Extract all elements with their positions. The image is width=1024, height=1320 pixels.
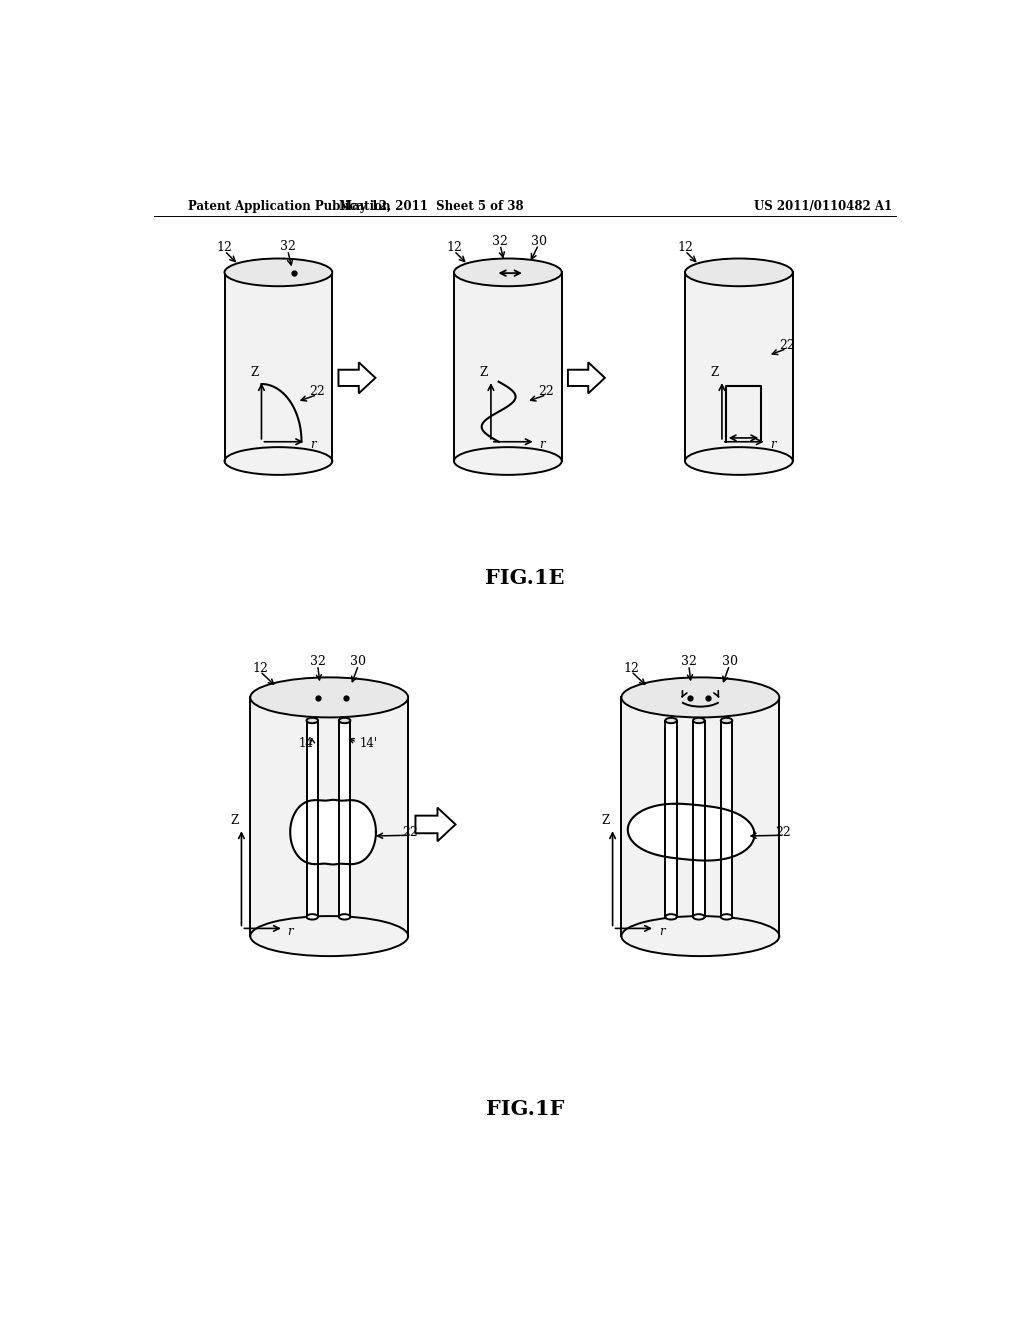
- Text: 12: 12: [677, 242, 693, 255]
- Ellipse shape: [721, 718, 732, 723]
- Text: 32: 32: [681, 656, 696, 668]
- Polygon shape: [306, 721, 318, 917]
- Text: 30: 30: [722, 656, 737, 668]
- Text: 22: 22: [775, 825, 792, 838]
- Text: r: r: [540, 438, 545, 451]
- Text: r: r: [658, 925, 665, 939]
- Polygon shape: [339, 721, 350, 917]
- Polygon shape: [568, 362, 605, 393]
- Polygon shape: [622, 697, 779, 936]
- Text: 30: 30: [530, 235, 547, 248]
- Text: 22: 22: [778, 339, 795, 352]
- Text: May 12, 2011  Sheet 5 of 38: May 12, 2011 Sheet 5 of 38: [339, 199, 523, 213]
- Ellipse shape: [250, 916, 409, 956]
- Polygon shape: [685, 272, 793, 461]
- Ellipse shape: [339, 718, 350, 723]
- Text: Z: Z: [711, 366, 719, 379]
- Text: 22: 22: [309, 385, 325, 399]
- Ellipse shape: [693, 915, 705, 920]
- Ellipse shape: [339, 915, 350, 920]
- Text: Z: Z: [601, 813, 609, 826]
- Ellipse shape: [224, 447, 333, 475]
- Text: r: r: [288, 925, 293, 939]
- Ellipse shape: [721, 915, 732, 920]
- Text: 12: 12: [446, 242, 462, 255]
- Text: 12: 12: [216, 242, 232, 255]
- Ellipse shape: [306, 915, 318, 920]
- Text: Patent Application Publication: Patent Application Publication: [188, 199, 391, 213]
- Text: Z: Z: [480, 366, 488, 379]
- Text: 22: 22: [539, 385, 554, 399]
- Text: Z: Z: [251, 366, 259, 379]
- Text: 32: 32: [493, 235, 508, 248]
- Polygon shape: [454, 272, 562, 461]
- Text: Z: Z: [230, 813, 239, 826]
- Polygon shape: [250, 697, 409, 936]
- Text: 30: 30: [350, 656, 367, 668]
- Ellipse shape: [666, 718, 677, 723]
- Polygon shape: [666, 721, 677, 917]
- Ellipse shape: [693, 718, 705, 723]
- Text: 32: 32: [280, 240, 296, 253]
- Ellipse shape: [666, 915, 677, 920]
- Text: 14': 14': [360, 737, 378, 750]
- Text: FIG.1E: FIG.1E: [485, 568, 564, 587]
- Ellipse shape: [250, 677, 409, 718]
- Text: US 2011/0110482 A1: US 2011/0110482 A1: [755, 199, 892, 213]
- Text: 12: 12: [252, 661, 268, 675]
- Polygon shape: [416, 808, 456, 841]
- Polygon shape: [224, 272, 333, 461]
- Ellipse shape: [622, 677, 779, 718]
- Polygon shape: [339, 362, 376, 393]
- Ellipse shape: [622, 916, 779, 956]
- Ellipse shape: [454, 259, 562, 286]
- Polygon shape: [290, 800, 376, 865]
- Ellipse shape: [224, 259, 333, 286]
- Ellipse shape: [685, 259, 793, 286]
- Text: r: r: [310, 438, 315, 451]
- Text: 32: 32: [309, 656, 326, 668]
- Polygon shape: [693, 721, 705, 917]
- Ellipse shape: [306, 718, 318, 723]
- Text: 12: 12: [624, 661, 639, 675]
- Text: FIG.1F: FIG.1F: [485, 1100, 564, 1119]
- Ellipse shape: [685, 447, 793, 475]
- Polygon shape: [721, 721, 732, 917]
- Text: r: r: [770, 438, 776, 451]
- Text: 14: 14: [299, 737, 313, 750]
- Ellipse shape: [454, 447, 562, 475]
- Polygon shape: [628, 804, 755, 861]
- Text: 22: 22: [402, 825, 418, 838]
